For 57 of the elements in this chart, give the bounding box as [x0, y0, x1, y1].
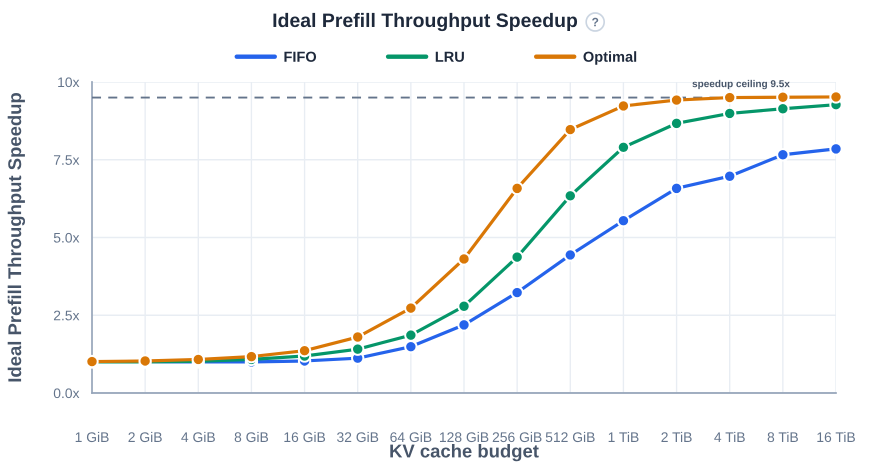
x-tick-label: 16 GiB: [284, 432, 326, 442]
point: [351, 330, 364, 344]
y-tick-label: 5.0x: [54, 232, 80, 243]
point: [776, 90, 790, 104]
x-tick-label: 1 GiB: [76, 432, 109, 442]
x-tick-label: 64 GiB: [390, 432, 432, 442]
x-tick-label: 1 TiB: [608, 432, 639, 442]
chart-title: Ideal Prefill Throughput Speedup: [273, 12, 578, 32]
x-tick-label: 8 TiB: [768, 432, 798, 442]
point: [457, 318, 471, 332]
y-tick-label: 2.5x: [54, 310, 80, 320]
point: [776, 102, 790, 116]
point: [616, 214, 630, 228]
x-tick-label: 2 GiB: [128, 432, 162, 442]
x-tick-label: 512 GiB: [546, 432, 595, 442]
point: [723, 90, 736, 104]
legend-label: LRU: [436, 52, 464, 62]
x-tick-label: 4 GiB: [181, 432, 215, 442]
y-tick-label: 0.0x: [54, 388, 80, 398]
point: [244, 350, 258, 364]
point: [670, 116, 684, 130]
x-tick-label: 8 GiB: [234, 432, 268, 442]
point: [670, 93, 684, 107]
point: [351, 342, 364, 356]
point: [829, 90, 843, 104]
point: [829, 142, 843, 156]
point: [510, 286, 524, 300]
point: [564, 248, 577, 262]
y-tick-label: 7.5x: [54, 155, 80, 165]
legend-label: Optimal: [584, 51, 636, 65]
point: [457, 252, 471, 266]
point: [404, 340, 418, 354]
y-tick-label: 10x: [58, 77, 80, 88]
point: [564, 122, 577, 136]
x-tick-label: 256 GiB: [492, 432, 542, 442]
point: [564, 189, 577, 202]
point: [723, 170, 736, 183]
point: [457, 300, 471, 313]
x-tick-label: 16 TiB: [817, 432, 855, 442]
ref-line-label: speedup ceiling 9.5x: [692, 80, 790, 90]
point: [510, 250, 524, 264]
legend-label: FIFO: [284, 52, 316, 62]
y-axis-title: Ideal Prefill Throughput Speedup: [8, 93, 25, 382]
x-tick-label: 2 TiB: [661, 432, 692, 442]
point: [723, 106, 736, 120]
point: [776, 148, 790, 162]
point: [298, 344, 312, 358]
x-tick-label: 128 GiB: [440, 432, 488, 442]
point: [404, 328, 418, 342]
point: [616, 99, 630, 113]
point: [404, 301, 418, 315]
x-tick-label: 32 GiB: [337, 432, 378, 442]
x-tick-label: 4 TiB: [714, 432, 745, 442]
x-axis-title: KV cache budget: [390, 444, 539, 462]
point: [510, 182, 524, 196]
point: [616, 140, 630, 154]
point: [670, 182, 684, 196]
